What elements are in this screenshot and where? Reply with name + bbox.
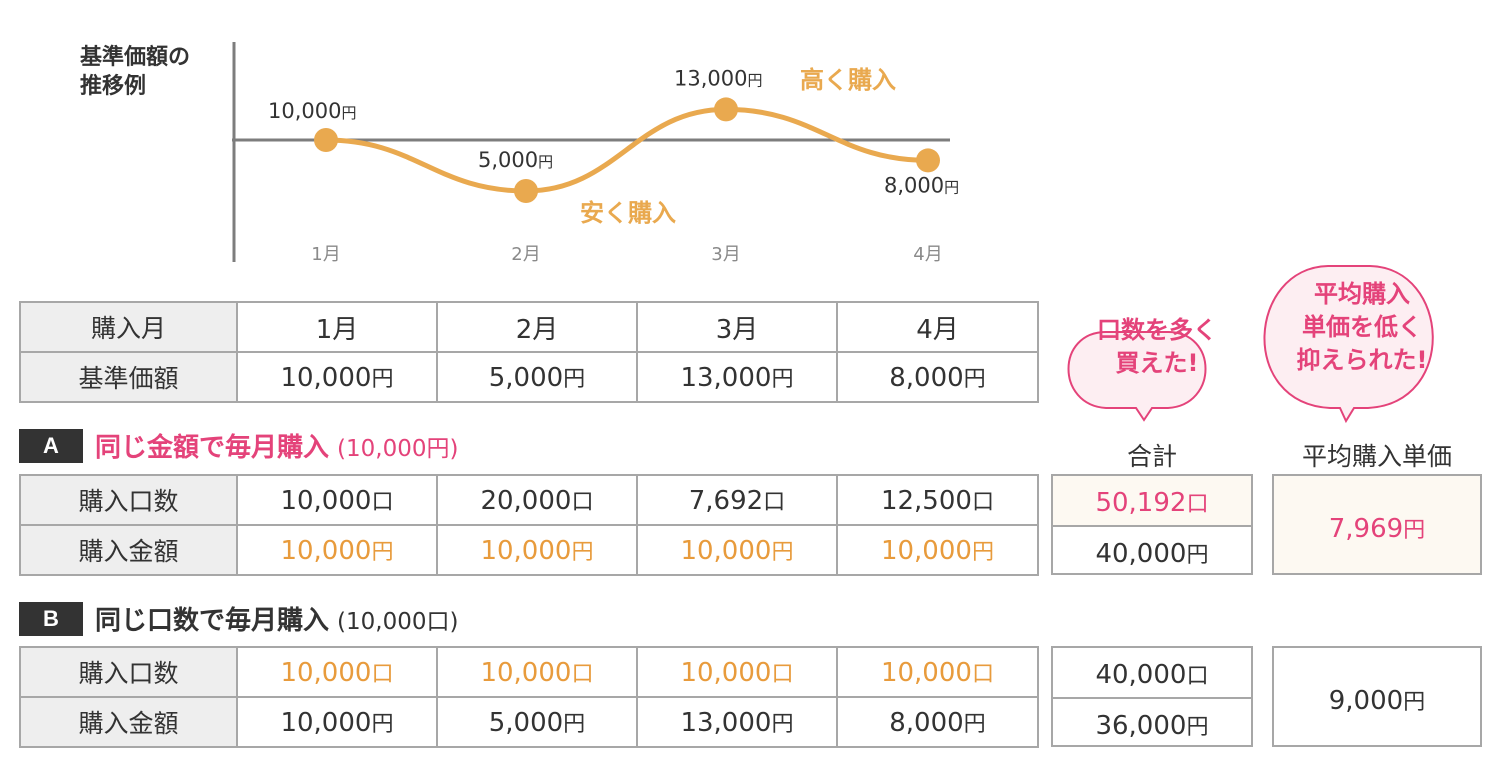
annotation-label: 安く購入	[580, 199, 676, 227]
row-header-amount: 購入金額	[19, 524, 238, 576]
units-cell: 10,000口	[236, 474, 438, 526]
data-label: 13,000円	[674, 66, 763, 90]
row-header-units: 購入口数	[19, 646, 238, 698]
speech-bubbles	[1067, 265, 1434, 424]
units-cell: 10,000口	[836, 646, 1039, 698]
section-b-table: 購入口数 10,000口 10,000口 10,000口 10,000口 購入金…	[19, 646, 1039, 748]
x-tick-label: 3月	[711, 244, 740, 265]
section-b-title: B 同じ口数で毎月購入 (10,000口)	[19, 600, 458, 637]
data-point	[916, 148, 940, 173]
data-point	[514, 179, 538, 203]
amount-cell: 13,000円	[636, 696, 838, 748]
average-b: 9,000円	[1328, 686, 1426, 716]
x-tick-label: 2月	[511, 244, 540, 265]
data-label: 10,000円	[268, 99, 357, 123]
section-b-average-box: 9,000円	[1272, 646, 1482, 747]
section-b-heading: 同じ口数で毎月購入	[95, 606, 330, 636]
price-cell: 13,000円	[636, 351, 838, 403]
units-cell: 10,000口	[236, 646, 438, 698]
section-b-total-box: 40,000口 36,000円	[1051, 646, 1253, 747]
section-a-title: A 同じ金額で毎月購入 (10,000円)	[19, 427, 458, 464]
chart-title: 基準価額の	[80, 44, 190, 70]
amount-cell: 10,000円	[436, 524, 638, 576]
total-amount-b: 36,000円	[1095, 711, 1209, 741]
amount-cell: 8,000円	[836, 696, 1039, 748]
row-header-amount: 購入金額	[19, 696, 238, 748]
section-a-total-box: 50,192口 40,000円	[1051, 474, 1253, 575]
price-cell: 5,000円	[436, 351, 638, 403]
price-cell: 8,000円	[836, 351, 1039, 403]
bubble-right-text: 平均購入 単価を低く 抑えられた!	[1296, 280, 1428, 374]
data-point	[314, 128, 338, 152]
bubble-left	[1067, 331, 1207, 422]
month-cell: 1月	[236, 301, 438, 353]
units-cell: 10,000口	[636, 646, 838, 698]
annotation-label: 高く購入	[800, 66, 896, 94]
amount-cell: 10,000円	[236, 696, 438, 748]
month-cell: 3月	[636, 301, 838, 353]
units-cell: 7,692口	[636, 474, 838, 526]
units-cell: 12,500口	[836, 474, 1039, 526]
data-point	[714, 97, 738, 122]
amount-cell: 5,000円	[436, 696, 638, 748]
price-cell: 10,000円	[236, 351, 438, 403]
row-header-price: 基準価額	[19, 351, 238, 403]
data-label: 8,000円	[884, 173, 959, 197]
total-units-b: 40,000口	[1095, 660, 1209, 690]
section-a-average-box: 7,969円	[1272, 474, 1482, 575]
average-a: 7,969円	[1328, 514, 1426, 544]
units-cell: 10,000口	[436, 646, 638, 698]
x-tick-label: 4月	[913, 244, 942, 265]
section-a-heading: 同じ金額で毎月購入	[95, 433, 330, 463]
row-header-units: 購入口数	[19, 474, 238, 526]
month-cell: 4月	[836, 301, 1039, 353]
units-cell: 20,000口	[436, 474, 638, 526]
total-column-label: 合計	[1126, 442, 1177, 471]
bubble-right	[1263, 265, 1434, 424]
row-header-month: 購入月	[19, 301, 238, 353]
total-units-a: 50,192口	[1095, 488, 1209, 518]
series-line	[325, 106, 929, 194]
amount-cell: 10,000円	[236, 524, 438, 576]
section-b-badge: B	[19, 601, 83, 636]
section-a-badge: A	[19, 428, 83, 463]
amount-cell: 10,000円	[836, 524, 1039, 576]
chart-title-line2: 推移例	[80, 73, 146, 99]
x-tick-label: 1月	[311, 244, 340, 265]
data-label: 5,000円	[478, 148, 553, 172]
price-table: 購入月 1月 2月 3月 4月 基準価額 10,000円 5,000円 13,0…	[19, 301, 1039, 403]
average-column-label: 平均購入単価	[1301, 442, 1452, 471]
section-a-subheading: (10,000円)	[337, 435, 459, 462]
amount-cell: 10,000円	[636, 524, 838, 576]
total-amount-a: 40,000円	[1095, 539, 1209, 569]
section-b-subheading: (10,000口)	[337, 608, 459, 635]
month-cell: 2月	[436, 301, 638, 353]
section-a-table: 購入口数 10,000口 20,000口 7,692口 12,500口 購入金額…	[19, 474, 1039, 576]
bubble-left-text: 口数を多く 買えた!	[1097, 316, 1217, 377]
